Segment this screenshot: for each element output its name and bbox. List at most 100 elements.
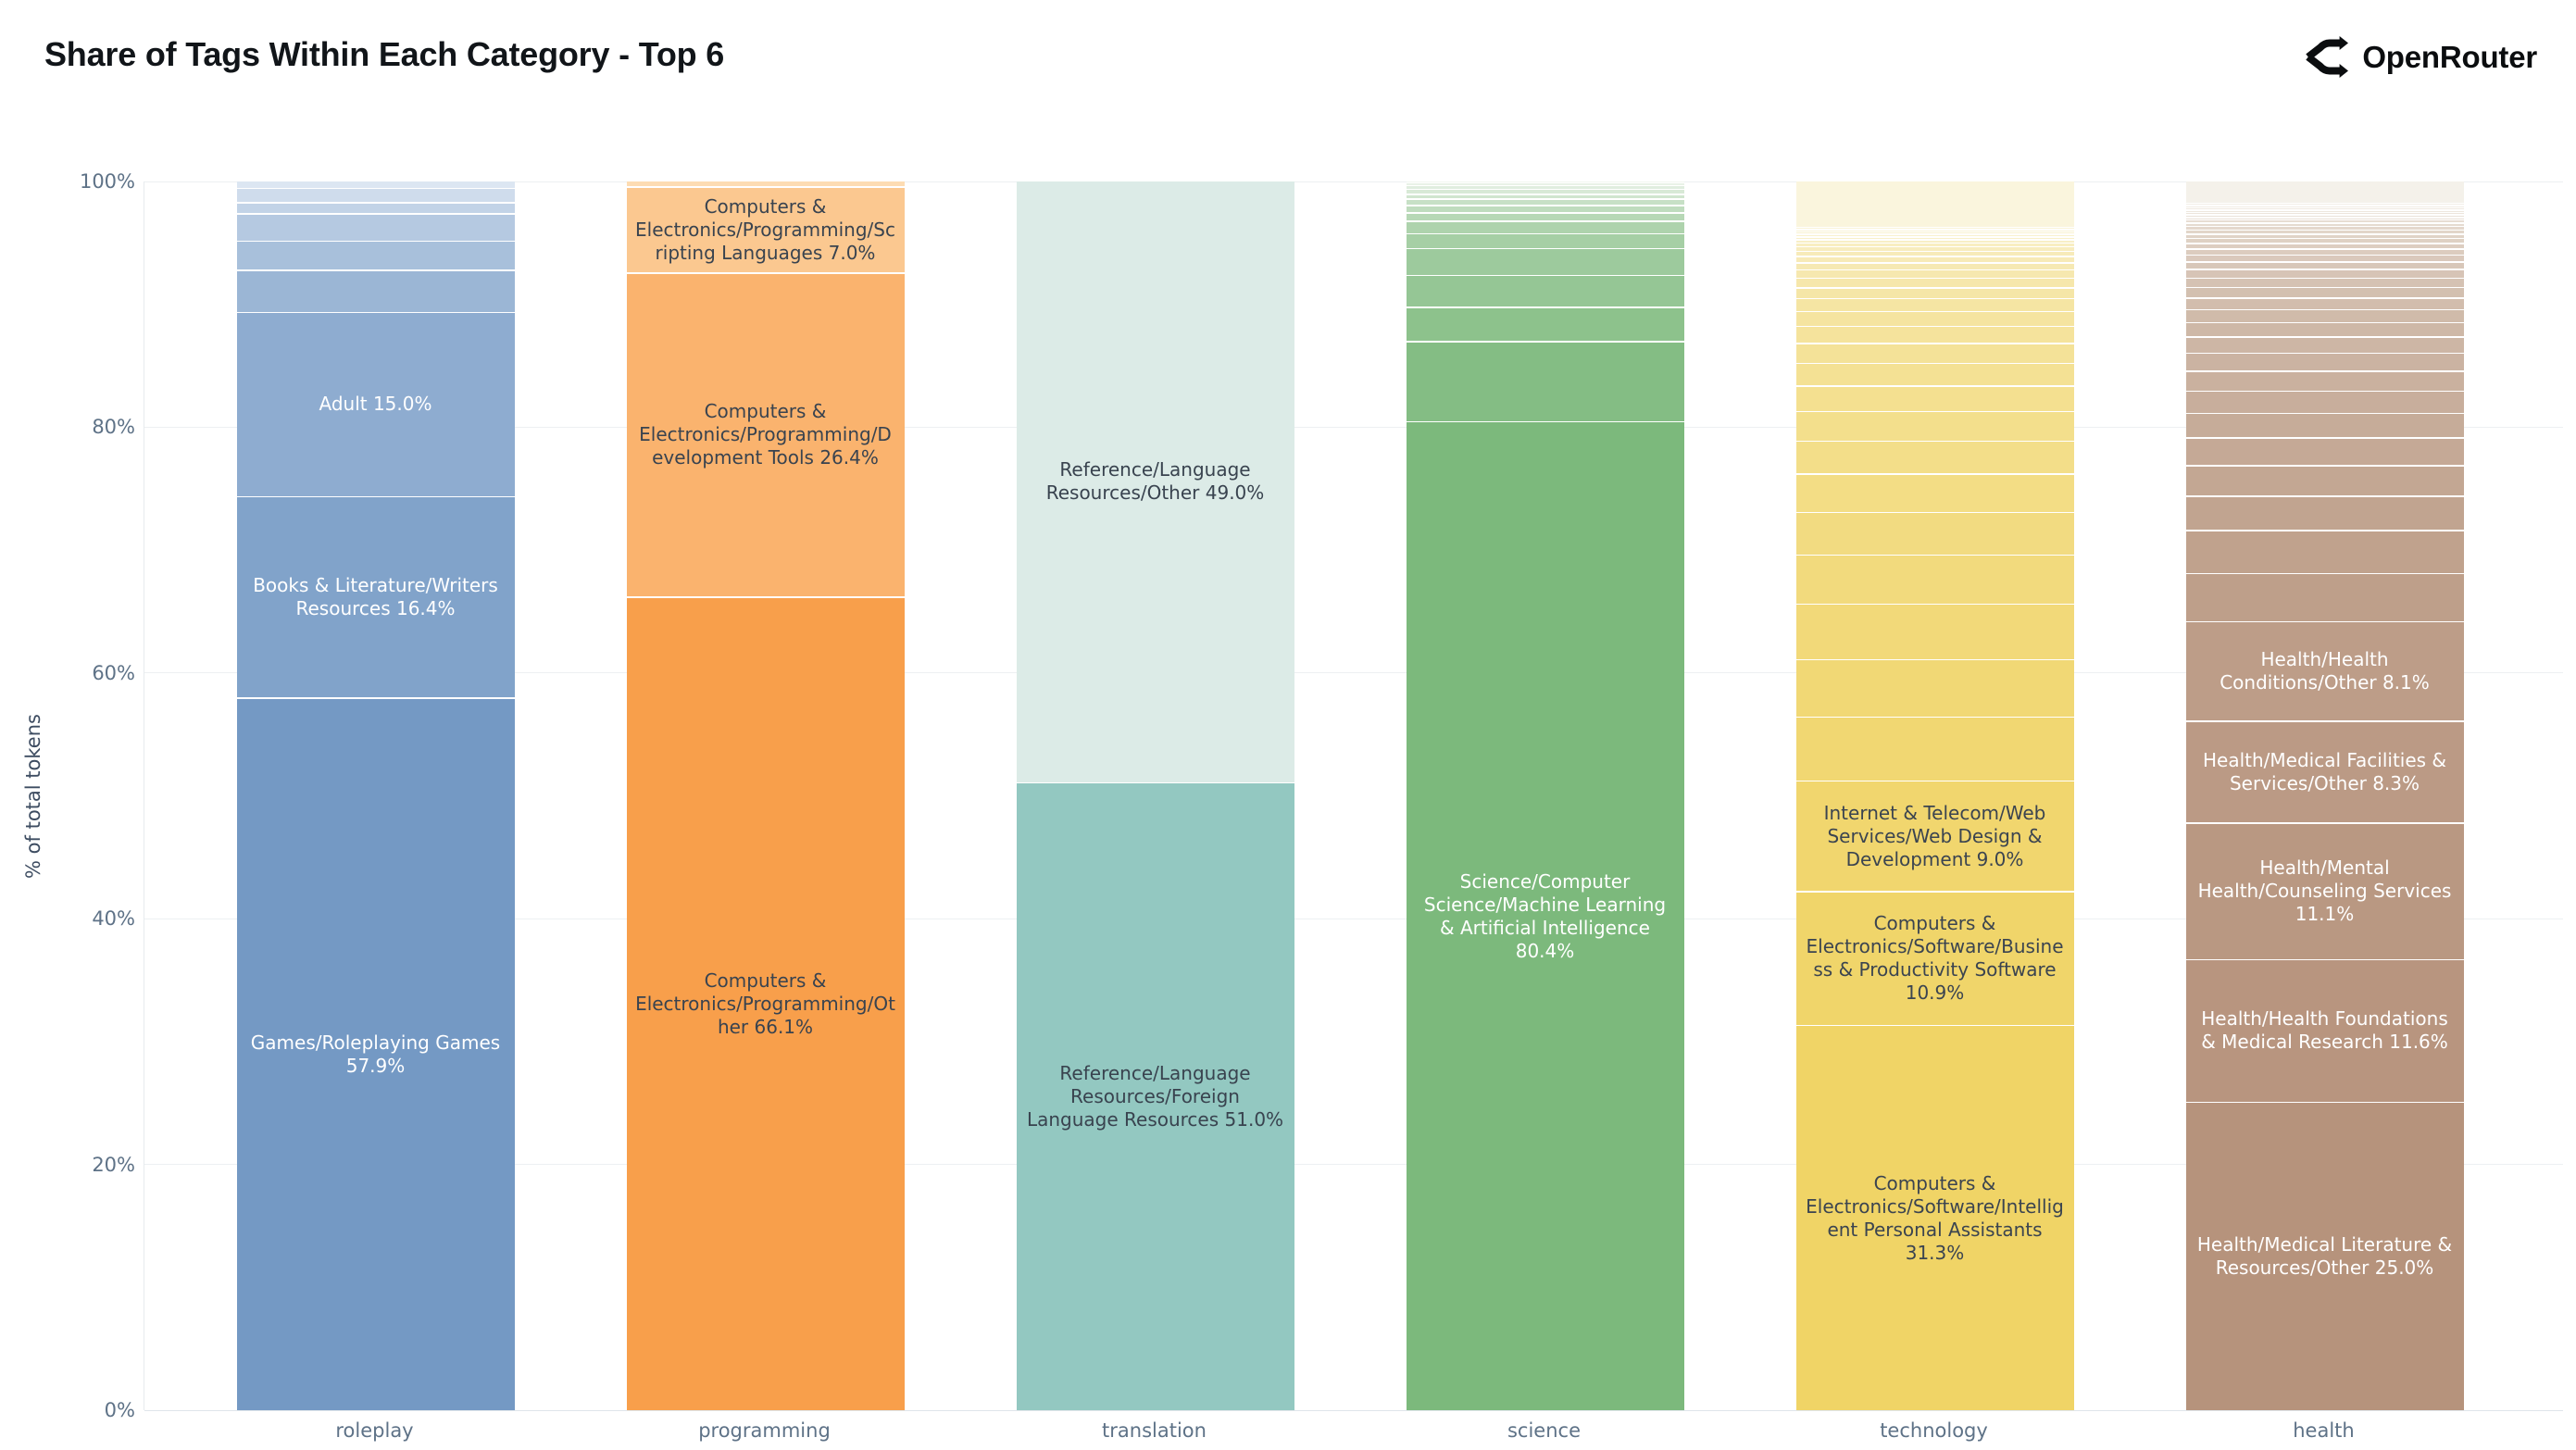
gridline-100 xyxy=(144,181,2563,182)
bar-segment-technology-other-20 xyxy=(1795,263,2074,269)
bar-segment-science-other-8 xyxy=(1406,206,1684,213)
bar-segment-science-other-14 xyxy=(1406,181,1684,182)
segment-gap xyxy=(2185,530,2464,531)
x-tick-label-translation: translation xyxy=(1102,1419,1207,1442)
openrouter-logo-icon xyxy=(2305,35,2349,79)
bar-segment-roleplay-Adult: Adult 15.0% xyxy=(236,313,515,496)
segment-gap xyxy=(2185,222,2464,224)
segment-gap xyxy=(1795,511,2074,514)
bar-segment-health-other-35 xyxy=(2185,208,2464,210)
bar-segment-health-other-5 xyxy=(2185,574,2464,621)
segment-gap xyxy=(2185,465,2464,467)
bar-segment-science-other-9 xyxy=(1406,199,1684,206)
bar-segment-health-other-20 xyxy=(2185,269,2464,278)
segment-gap xyxy=(2185,495,2464,497)
bar-segment-roleplay-other-3 xyxy=(236,270,515,312)
bar-segment-technology-other-24 xyxy=(1795,244,2074,246)
segment-label: Books & Literature/Writers Resources 16.… xyxy=(253,574,498,620)
segment-gap xyxy=(2185,254,2464,256)
bar-segment-health-Health/Mental Health/Counseling Services: Health/Mental Health/Counseling Services… xyxy=(2185,823,2464,959)
segment-gap xyxy=(2185,1101,2464,1104)
y-tick-label: 20% xyxy=(92,1153,135,1176)
segment-gap xyxy=(1795,287,2074,289)
bar-segment-technology-other-23 xyxy=(1795,247,2074,251)
bar-segment-technology-other-25 xyxy=(1795,240,2074,243)
segment-gap xyxy=(1795,297,2074,300)
segment-gap xyxy=(1016,781,1294,784)
segment-gap xyxy=(1795,229,2074,231)
segment-gap xyxy=(2185,206,2464,209)
x-tick-label-technology: technology xyxy=(1880,1419,1988,1442)
segment-gap xyxy=(626,596,905,598)
bar-segment-health-other-7 xyxy=(2185,496,2464,531)
segment-gap xyxy=(1406,198,1684,200)
bar-programming: Computers & Electronics/Programming/Othe… xyxy=(626,181,905,1410)
bar-technology: Computers & Electronics/Software/Intelli… xyxy=(1795,181,2074,1410)
bar-segment-health-other-13 xyxy=(2185,354,2464,371)
segment-gap xyxy=(2185,209,2464,211)
bar-segment-health-other-16 xyxy=(2185,310,2464,322)
segment-gap xyxy=(2185,211,2464,214)
bar-segment-technology-other-6 xyxy=(1795,556,2074,604)
segment-gap xyxy=(1795,236,2074,238)
segment-label: Adult 15.0% xyxy=(319,393,432,416)
segment-gap xyxy=(1795,256,2074,257)
bar-segment-technology-other-7 xyxy=(1795,513,2074,555)
segment-gap xyxy=(2185,297,2464,299)
brand: OpenRouter xyxy=(2305,35,2537,79)
bar-segment-technology-other-19 xyxy=(1795,270,2074,278)
segment-gap xyxy=(2185,229,2464,231)
brand-name: OpenRouter xyxy=(2362,39,2537,74)
segment-gap xyxy=(2185,277,2464,280)
segment-gap xyxy=(2185,233,2464,235)
segment-gap xyxy=(1795,239,2074,241)
bar-segment-technology-other-3 xyxy=(1795,718,2074,781)
bar-segment-science-other-7 xyxy=(1406,213,1684,221)
bar-segment-technology-Computers & Electronics/Software/Intelligent Personal Assistants: Computers & Electronics/Software/Intelli… xyxy=(1795,1026,2074,1410)
bar-roleplay: Games/Roleplaying Games 57.9% Books & Lit… xyxy=(236,181,515,1410)
segment-gap xyxy=(626,272,905,274)
segment-gap xyxy=(1795,343,2074,344)
segment-gap xyxy=(2185,720,2464,722)
segment-gap xyxy=(236,269,515,271)
segment-label: Internet & Telecom/Web Services/Web Desi… xyxy=(1823,801,2046,870)
x-tick-label-programming: programming xyxy=(698,1419,831,1442)
segment-label: Science/Computer Science/Machine Learnin… xyxy=(1423,869,1667,962)
bar-segment-programming-other-3 xyxy=(626,181,905,187)
bar-segment-health-other-24 xyxy=(2185,244,2464,249)
segment-label: Reference/Language Resources/Foreign Lan… xyxy=(1026,1062,1284,1131)
bar-segment-health-other-30 xyxy=(2185,220,2464,223)
bar-segment-roleplay-other-8 xyxy=(236,181,515,188)
y-tick-label: 40% xyxy=(92,907,135,931)
bar-segment-health-Health/Health Conditions/Other: Health/Health Conditions/Other 8.1% xyxy=(2185,622,2464,721)
segment-gap xyxy=(1795,277,2074,280)
segment-gap xyxy=(1406,188,1684,191)
segment-gap xyxy=(1795,410,2074,413)
segment-gap xyxy=(2185,286,2464,289)
segment-gap xyxy=(1795,242,2074,244)
bar-segment-health-other-12 xyxy=(2185,371,2464,391)
bar-segment-health-other-29 xyxy=(2185,223,2464,226)
bar-segment-health-Health/Medical Facilities & Services/Other: Health/Medical Facilities & Services/Oth… xyxy=(2185,721,2464,823)
segment-gap xyxy=(1406,205,1684,206)
bar-segment-health-other-22 xyxy=(2185,256,2464,262)
y-axis-title: % of total tokens xyxy=(22,714,44,879)
segment-gap xyxy=(1406,306,1684,308)
segment-gap xyxy=(1795,226,2074,229)
segment-gap xyxy=(236,311,515,313)
bar-segment-science-other-6 xyxy=(1406,221,1684,233)
bar-segment-science-other-1 xyxy=(1406,342,1684,421)
plot-area: Games/Roleplaying Games 57.9% Books & Lit… xyxy=(144,181,2563,1411)
segment-gap xyxy=(1795,603,2074,606)
segment-gap xyxy=(236,213,515,215)
bar-segment-technology-other-31 xyxy=(1795,181,2074,227)
segment-gap xyxy=(2185,205,2464,206)
segment-gap xyxy=(2185,219,2464,221)
segment-gap xyxy=(1795,233,2074,235)
bar-segment-science-other-10 xyxy=(1406,194,1684,199)
bar-segment-health-other-14 xyxy=(2185,337,2464,353)
segment-gap xyxy=(2185,822,2464,824)
segment-gap xyxy=(2185,202,2464,205)
segment-gap xyxy=(2185,217,2464,219)
